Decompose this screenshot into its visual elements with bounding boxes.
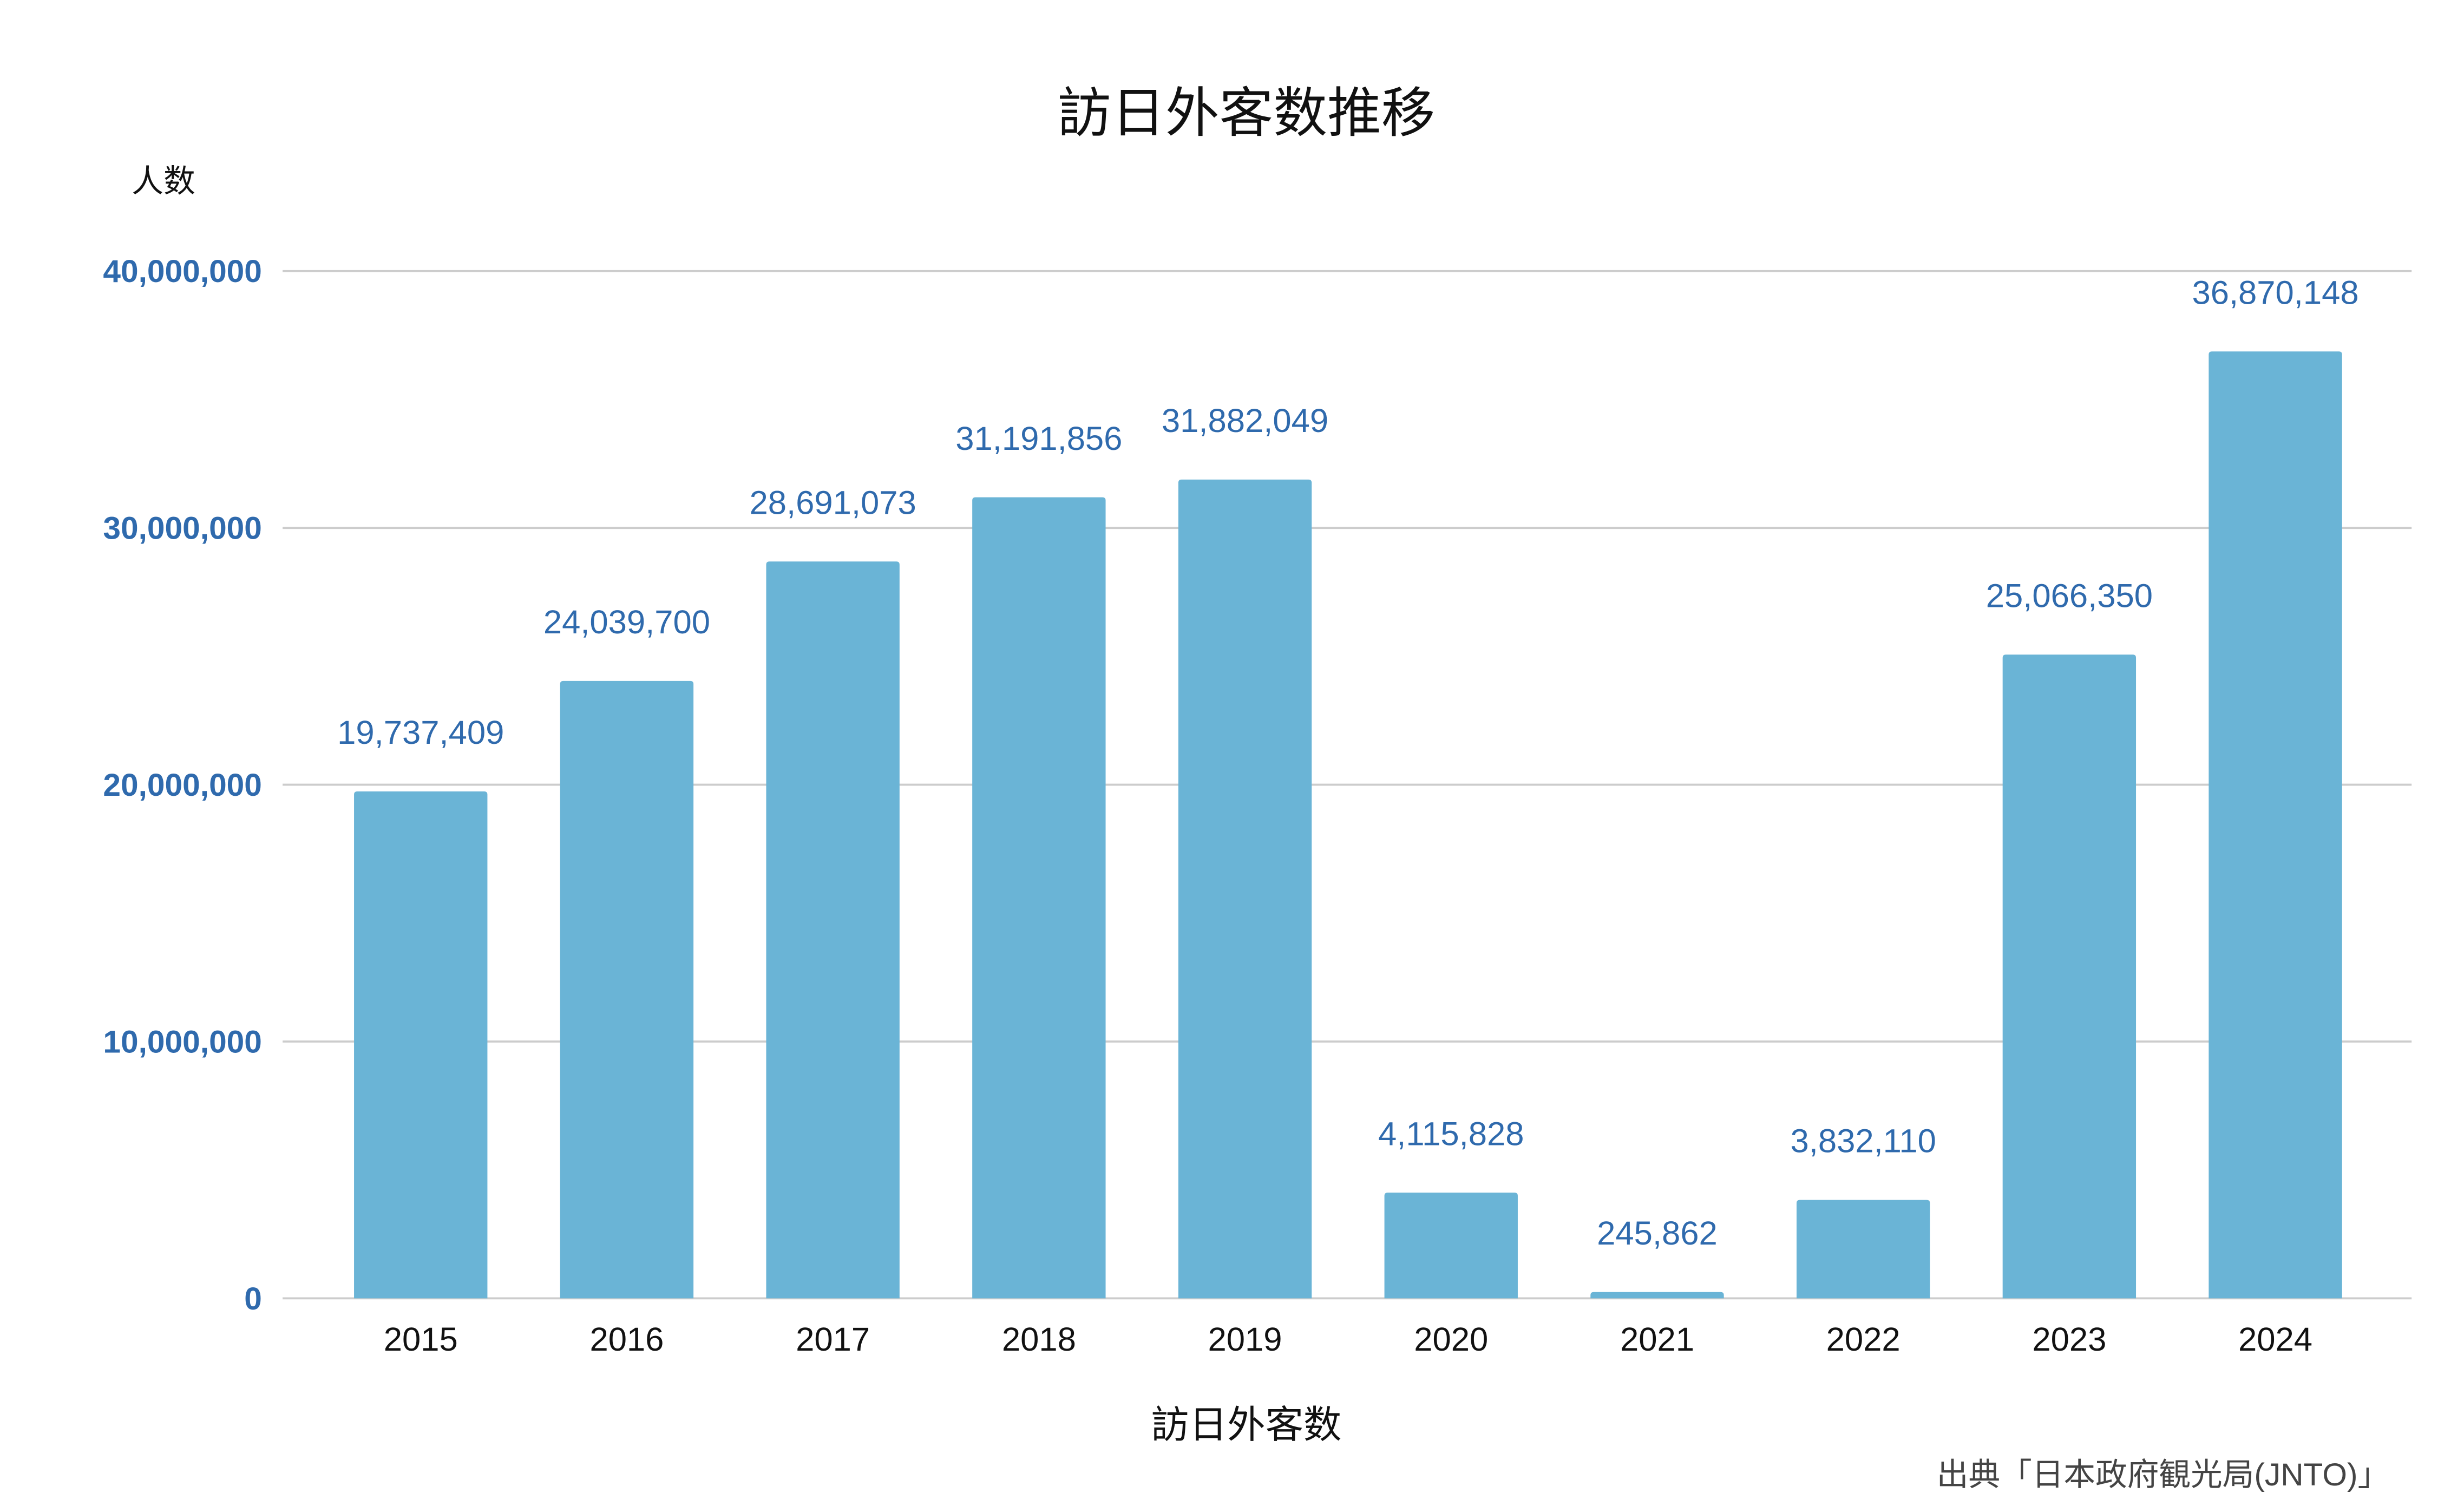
- x-tick-label: 2021: [1620, 1321, 1694, 1358]
- data-label: 24,039,700: [543, 604, 710, 641]
- bar: [1590, 1292, 1724, 1299]
- data-label: 31,191,856: [955, 420, 1122, 457]
- data-labels: 19,737,409 24,039,700 28,691,073 31,191,856…: [337, 274, 2359, 1252]
- x-tick-label: 2022: [1826, 1321, 1901, 1358]
- y-axis-label: 人数: [132, 163, 195, 199]
- x-tick-label: 2018: [1002, 1321, 1076, 1358]
- x-tick-label: 2017: [796, 1321, 870, 1358]
- bar: [972, 497, 1106, 1299]
- x-tick-label: 2023: [2032, 1321, 2106, 1358]
- bar: [1384, 1193, 1518, 1299]
- y-tick-label: 20,000,000: [103, 768, 262, 803]
- x-axis-label: 訪日外客数: [1151, 1403, 1341, 1446]
- y-axis-ticks: 0 10,000,000 20,000,000 30,000,000 40,000,00…: [103, 254, 262, 1317]
- x-tick-label: 2024: [2238, 1321, 2312, 1358]
- x-tick-label: 2020: [1414, 1321, 1488, 1358]
- bar: [354, 791, 488, 1299]
- bar: [1796, 1200, 1930, 1299]
- data-label: 31,882,049: [1162, 402, 1328, 440]
- data-label: 25,066,350: [1986, 577, 2153, 614]
- bar: [2002, 654, 2137, 1299]
- data-label: 19,737,409: [337, 714, 504, 751]
- data-label: 245,862: [1597, 1215, 1718, 1252]
- x-tick-label: 2019: [1208, 1321, 1282, 1358]
- y-tick-label: 40,000,000: [103, 254, 262, 289]
- chart-title: 訪日外客数推移: [1057, 83, 1435, 143]
- source-note: 出典「日本政府観光局(JNTO)」: [1937, 1457, 2389, 1492]
- data-label: 36,870,148: [2192, 274, 2358, 311]
- x-axis-ticks: 2015 2016 2017 2018 2019 2020 2021 2022 2023 2024: [384, 1321, 2312, 1358]
- data-label: 3,832,110: [1790, 1123, 1936, 1160]
- bar: [2209, 351, 2342, 1299]
- y-tick-label: 0: [244, 1281, 262, 1317]
- y-tick-label: 10,000,000: [103, 1025, 262, 1060]
- bar: [560, 680, 694, 1299]
- data-label: 4,115,828: [1378, 1115, 1524, 1153]
- data-label: 28,691,073: [750, 484, 916, 521]
- y-tick-label: 30,000,000: [103, 511, 262, 546]
- bar: [766, 561, 900, 1299]
- bars: [354, 351, 2342, 1299]
- x-tick-label: 2015: [384, 1321, 458, 1358]
- x-tick-label: 2016: [589, 1321, 664, 1358]
- bar: [1178, 479, 1312, 1299]
